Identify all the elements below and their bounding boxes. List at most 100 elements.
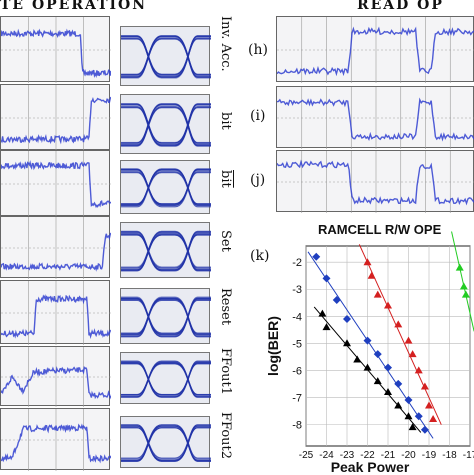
panel-label-i: (i) — [250, 108, 266, 124]
series-1-point — [404, 396, 413, 405]
series-2-point — [408, 350, 417, 358]
series-0-point — [404, 412, 413, 420]
series-3-fit-line — [451, 231, 474, 332]
series-2-point — [363, 258, 372, 266]
x-tick-label: -21 — [381, 450, 396, 461]
x-tick-label: -24 — [319, 450, 334, 461]
read-trace-panel-j — [276, 150, 474, 213]
read-operation-header: READ OP — [357, 0, 444, 13]
y-tick-label: -3 — [292, 284, 302, 296]
row-label-bit-bar: bit — [218, 170, 233, 188]
series-0-point — [408, 423, 417, 431]
series-1-point — [363, 336, 372, 345]
x-axis-label: Peak Power — [331, 459, 410, 474]
y-tick-label: -6 — [292, 365, 302, 377]
x-tick-label: -17 — [463, 450, 474, 461]
y-tick-label: -8 — [292, 419, 302, 431]
panel-label-j: (j) — [250, 172, 266, 188]
series-3-point — [455, 263, 464, 271]
series-3-point — [461, 290, 470, 298]
series-1-point — [373, 350, 382, 359]
series-2-point — [425, 401, 433, 409]
series-0-point — [373, 377, 382, 385]
series-1-fit-line — [307, 251, 434, 439]
series-1-point — [384, 363, 392, 372]
series-0-point — [343, 339, 351, 347]
eye-svg — [121, 230, 211, 272]
series-2-point — [429, 414, 438, 422]
eye-svg — [121, 296, 211, 338]
eye-svg — [121, 103, 211, 147]
series-1-point — [332, 296, 341, 305]
trace-svg — [0, 151, 112, 217]
write-trace-panel — [0, 346, 112, 407]
read-trace-panel-h — [276, 16, 474, 83]
write-trace-panel — [0, 150, 112, 217]
eye-diagram — [120, 26, 211, 86]
write-trace-panel — [0, 280, 112, 345]
eye-diagram — [120, 222, 211, 278]
series-2-point — [404, 336, 413, 344]
chart-title: RAMCELL R/W OPE — [318, 222, 442, 237]
x-tick-label: -18 — [442, 450, 457, 461]
eye-diagram — [120, 416, 211, 468]
row-label-bit: bit — [218, 112, 233, 130]
read-trace-svg — [276, 151, 474, 213]
eye-svg — [121, 35, 211, 79]
trace-svg — [0, 409, 112, 471]
eye-svg — [121, 424, 211, 462]
series-0-point — [384, 387, 392, 395]
series-2-point — [384, 301, 392, 309]
series-1-point — [322, 274, 331, 283]
series-1-point — [414, 412, 423, 421]
eye-diagram — [120, 160, 211, 214]
read-trace-svg — [276, 17, 474, 83]
read-trace-panel-i — [276, 86, 474, 149]
x-tick-label: -19 — [422, 450, 437, 461]
write-trace-panel — [0, 84, 112, 151]
series-2-point — [414, 366, 423, 374]
series-0-point — [322, 323, 331, 331]
row-label-set: Set — [218, 230, 233, 252]
series-2-point — [394, 320, 403, 328]
row-label-ffout1: FFout1 — [218, 348, 233, 396]
eye-diagram — [120, 94, 211, 154]
eye-svg — [121, 360, 211, 399]
trace-svg — [0, 347, 112, 407]
eye-diagram — [120, 288, 211, 344]
row-label-reset: Reset — [218, 288, 233, 326]
y-axis-label: log(BER) — [265, 316, 281, 376]
series-0-point — [394, 401, 403, 409]
panel-label-h: (h) — [248, 42, 268, 58]
series-2-point — [420, 382, 429, 390]
series-1-point — [394, 379, 403, 388]
write-trace-panel — [0, 16, 112, 83]
series-1-point — [343, 314, 351, 323]
read-trace-svg — [276, 87, 474, 149]
write-trace-panel — [0, 408, 112, 471]
x-tick-label: -23 — [340, 450, 355, 461]
write-trace-panel — [0, 216, 112, 279]
series-0-point — [318, 309, 327, 317]
y-tick-label: -5 — [292, 338, 302, 350]
trace-svg — [0, 281, 112, 345]
y-tick-label: -4 — [292, 311, 302, 323]
trace-svg — [0, 85, 112, 151]
ber-chart: (k) RAMCELL R/W OPE log(BER) Peak Power … — [250, 222, 474, 474]
series-2-point — [373, 290, 382, 298]
trace-svg — [0, 17, 112, 83]
series-1-point — [420, 425, 429, 434]
series-0-point — [353, 355, 362, 363]
series-2-point — [367, 271, 376, 279]
plot-area: -25 -24 -23 -22 -21 -20 -19 -18 -17 -2 -3 -4 -5 -6 -7 -… — [292, 231, 474, 461]
x-tick-label: -25 — [299, 450, 314, 461]
row-label-inv-acc: Inv. Acc. — [218, 16, 233, 72]
write-operation-header: TE OPERATION — [0, 0, 148, 13]
x-tick-label: -20 — [401, 450, 416, 461]
series-0-point — [363, 363, 372, 371]
row-label-ffout2: FFout2 — [218, 412, 233, 460]
eye-svg — [121, 168, 211, 208]
series-3-point — [459, 282, 468, 290]
y-tick-label: -7 — [292, 392, 302, 404]
eye-diagram — [120, 352, 211, 404]
